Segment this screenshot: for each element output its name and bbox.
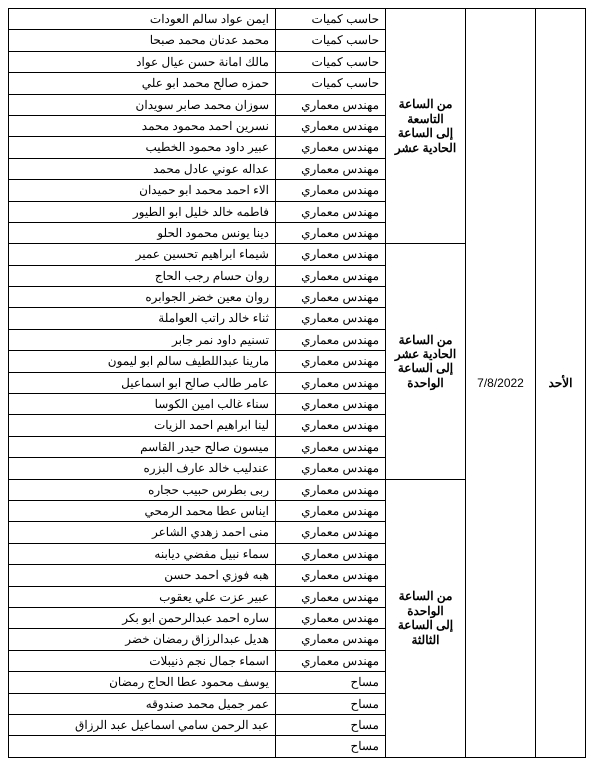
name-cell: عمر جميل محمد صندوقه [9,693,276,714]
role-cell: مهندس معماري [276,458,386,479]
role-cell: مساح [276,693,386,714]
name-cell: اسماء جمال نجم ذنيبلات [9,650,276,671]
role-cell: مهندس معماري [276,287,386,308]
name-cell: محمد عدنان محمد صبحا [9,30,276,51]
time-slot-cell: من الساعةالواحدةإلى الساعةالثالثة [386,479,466,757]
time-slot-cell: من الساعةالتاسعةإلى الساعةالحادية عشر [386,9,466,244]
name-cell: عبد الرحمن سامي اسماعيل عبد الرزاق [9,714,276,735]
time-line: الواحدة [392,376,459,390]
time-line: إلى الساعة [392,361,459,375]
time-line: من الساعة [392,589,459,603]
role-cell: مهندس معماري [276,137,386,158]
date-cell: 7/8/2022 [466,9,536,758]
role-cell: مهندس معماري [276,351,386,372]
name-cell [9,736,276,757]
name-cell: مارينا عبداللطيف سالم ابو ليمون [9,351,276,372]
role-cell: مساح [276,714,386,735]
role-cell: مهندس معماري [276,522,386,543]
role-cell: مهندس معماري [276,607,386,628]
name-cell: سناء غالب امين الكوسا [9,394,276,415]
role-cell: مهندس معماري [276,329,386,350]
name-cell: روان حسام رجب الحاج [9,265,276,286]
name-cell: لينا ابراهيم احمد الزيات [9,415,276,436]
role-cell: مهندس معماري [276,115,386,136]
name-cell: الاء احمد محمد ابو حميدان [9,180,276,201]
name-cell: ميسون صالح حيدر القاسم [9,436,276,457]
name-cell: تسنيم داود نمر جابر [9,329,276,350]
role-cell: حاسب كميات [276,73,386,94]
name-cell: عداله عوني عادل محمد [9,158,276,179]
role-cell: مهندس معماري [276,158,386,179]
role-cell: مهندس معماري [276,244,386,265]
role-cell: مهندس معماري [276,436,386,457]
time-line: التاسعة [392,112,459,126]
time-line: من الساعة [392,97,459,111]
name-cell: ايمن عواد سالم العودات [9,9,276,30]
name-cell: عبير عزت علي يعقوب [9,586,276,607]
role-cell: مهندس معماري [276,586,386,607]
role-cell: مهندس معماري [276,629,386,650]
role-cell: حاسب كميات [276,51,386,72]
role-cell: مهندس معماري [276,265,386,286]
name-cell: نسرين احمد محمود محمد [9,115,276,136]
role-cell: مهندس معماري [276,500,386,521]
role-cell: مساح [276,672,386,693]
role-cell: مهندس معماري [276,308,386,329]
time-line: الحادية عشر [392,141,459,155]
role-cell: حاسب كميات [276,9,386,30]
name-cell: منى احمد زهدي الشاعر [9,522,276,543]
role-cell: مهندس معماري [276,94,386,115]
name-cell: روان معين خضر الجوابره [9,287,276,308]
role-cell: مهندس معماري [276,650,386,671]
role-cell: مهندس معماري [276,543,386,564]
name-cell: هديل عبدالرزاق رمضان خضر [9,629,276,650]
role-cell: مساح [276,736,386,757]
table-row: الأحد7/8/2022من الساعةالتاسعةإلى الساعةا… [9,9,586,30]
role-cell: مهندس معماري [276,201,386,222]
name-cell: عامر طالب صالح ابو اسماعيل [9,372,276,393]
time-slot-cell: من الساعةالحادية عشرإلى الساعةالواحدة [386,244,466,479]
time-line: إلى الساعة [392,618,459,632]
time-line: الواحدة [392,604,459,618]
time-line: الثالثة [392,633,459,647]
name-cell: دينا يونس محمود الحلو [9,222,276,243]
role-cell: حاسب كميات [276,30,386,51]
name-cell: سماء نبيل مفضي ديابنه [9,543,276,564]
name-cell: فاطمه خالد خليل ابو الطيور [9,201,276,222]
time-line: إلى الساعة [392,126,459,140]
time-line: من الساعة [392,333,459,347]
schedule-table: الأحد7/8/2022من الساعةالتاسعةإلى الساعةا… [8,8,586,758]
name-cell: مالك امانة حسن عيال عواد [9,51,276,72]
role-cell: مهندس معماري [276,479,386,500]
name-cell: شيماء ابراهيم تحسين عمير [9,244,276,265]
role-cell: مهندس معماري [276,394,386,415]
name-cell: ربى بطرس حبيب حجاره [9,479,276,500]
role-cell: مهندس معماري [276,222,386,243]
name-cell: سوزان محمد صابر سويدان [9,94,276,115]
name-cell: ثناء خالد راتب العواملة [9,308,276,329]
name-cell: هبه فوزي احمد حسن [9,565,276,586]
name-cell: عندليب خالد عارف البزره [9,458,276,479]
name-cell: حمزه صالح محمد ابو علي [9,73,276,94]
role-cell: مهندس معماري [276,415,386,436]
role-cell: مهندس معماري [276,565,386,586]
time-line: الحادية عشر [392,347,459,361]
role-cell: مهندس معماري [276,180,386,201]
name-cell: يوسف محمود عطا الحاج رمضان [9,672,276,693]
day-cell: الأحد [536,9,586,758]
role-cell: مهندس معماري [276,372,386,393]
name-cell: ايناس عطا محمد الرمحي [9,500,276,521]
name-cell: ساره احمد عبدالرحمن ابو بكر [9,607,276,628]
name-cell: عبير داود محمود الخطيب [9,137,276,158]
